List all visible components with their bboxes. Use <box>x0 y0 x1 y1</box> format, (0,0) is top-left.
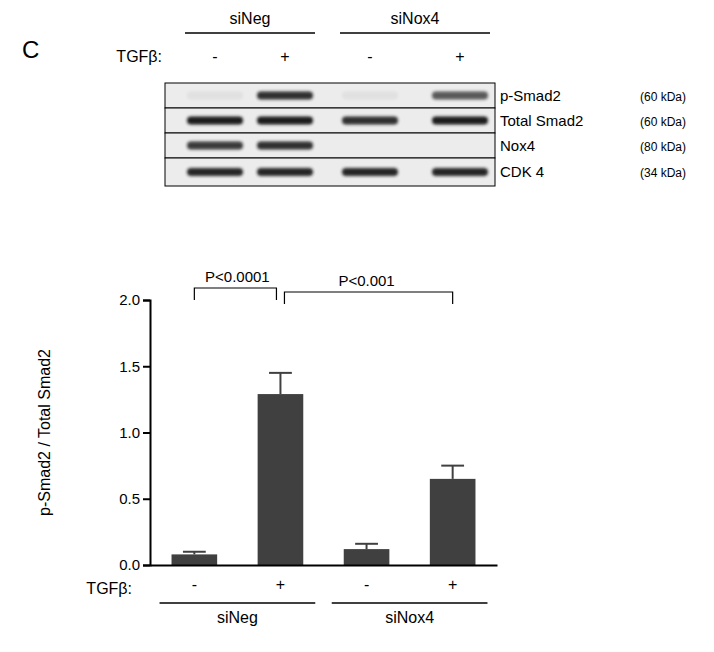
lane-label: - <box>212 48 217 65</box>
x-tick: - <box>192 565 197 593</box>
group-label: siNeg <box>230 10 271 27</box>
group-label: siNeg <box>217 609 258 626</box>
significance-bracket <box>284 292 452 304</box>
lane-label: + <box>280 48 289 65</box>
x-tick-label: + <box>448 576 457 593</box>
y-tick-mark <box>143 498 150 500</box>
error-cap <box>269 372 292 374</box>
error-cap <box>355 543 378 545</box>
band <box>432 92 488 100</box>
y-tick-label: 1.5 <box>119 358 140 375</box>
y-tick-mark <box>143 565 150 567</box>
band <box>187 168 243 176</box>
blot: siNeg siNox4 TGFβ: - + - + p-Smad2 (60 kDa) Total… <box>116 10 686 186</box>
y-tick: 1.5 <box>119 358 150 375</box>
row-size: (80 kDa) <box>640 140 686 154</box>
y-tick-label: 2.0 <box>119 291 140 308</box>
band <box>432 168 488 176</box>
significance-bracket <box>194 288 276 300</box>
error-stem <box>279 373 281 394</box>
band <box>257 168 313 176</box>
band <box>257 117 313 125</box>
x-tick-label: - <box>364 576 369 593</box>
blot-strip <box>165 158 495 186</box>
band <box>342 117 398 125</box>
row-label: Nox4 <box>500 137 535 154</box>
significance-label: P<0.0001 <box>205 268 270 285</box>
y-axis-title: p-Smad2 / Total Smad2 <box>36 349 53 516</box>
y-tick: 1.0 <box>119 424 150 441</box>
figure: CsiNeg siNox4 TGFβ: - + - + p-Smad2 (60 kDa) Tota… <box>0 0 714 652</box>
group-line <box>332 602 488 604</box>
error-cap <box>441 465 464 467</box>
panel-label: C <box>22 36 39 63</box>
row-size: (34 kDa) <box>640 166 686 180</box>
y-tick-label: 0.0 <box>119 556 140 573</box>
bar <box>344 549 390 565</box>
band <box>342 168 398 176</box>
group-line <box>185 32 315 34</box>
y-tick-label: 1.0 <box>119 424 140 441</box>
category-label: TGFβ: <box>86 580 132 597</box>
y-tick: 0.0 <box>119 556 150 573</box>
x-tick: - <box>364 565 369 593</box>
significance-label: P<0.001 <box>338 272 394 289</box>
bar <box>258 394 304 565</box>
lane-label: + <box>455 48 464 65</box>
plot-area <box>172 373 476 565</box>
y-tick-label: 0.5 <box>119 490 140 507</box>
y-tick-mark <box>143 300 150 302</box>
bar-chart: 0.0 0.5 1.0 1.5 2.0 - + - + TGFβ: siNeg siNox4 p-Sma… <box>36 268 498 626</box>
y-tick-mark <box>143 366 150 368</box>
band <box>342 92 398 100</box>
group-label: siNox4 <box>385 609 434 626</box>
row-label: p-Smad2 <box>500 87 561 104</box>
band <box>187 142 243 150</box>
lane-label: - <box>367 48 372 65</box>
error-bar <box>441 466 464 479</box>
band <box>257 142 313 150</box>
x-tick-label: - <box>192 576 197 593</box>
blot-strip <box>165 133 495 158</box>
bar <box>172 554 218 565</box>
band <box>187 117 243 125</box>
blot-strip <box>165 83 495 108</box>
group-line <box>340 32 490 34</box>
error-bar <box>269 373 292 394</box>
x-tick: + <box>448 565 457 593</box>
treatment-label: TGFβ: <box>116 48 162 65</box>
x-tick-label: + <box>276 576 285 593</box>
row-size: (60 kDa) <box>640 115 686 129</box>
band <box>187 92 243 100</box>
row-label: Total Smad2 <box>500 112 583 129</box>
y-tick-mark <box>143 432 150 434</box>
y-tick: 0.5 <box>119 490 150 507</box>
row-label: CDK 4 <box>500 163 544 180</box>
x-tick: + <box>276 565 285 593</box>
error-stem <box>452 466 454 479</box>
error-bar <box>355 544 378 549</box>
bar <box>430 479 476 565</box>
band <box>257 92 313 100</box>
y-tick: 2.0 <box>119 291 150 308</box>
y-axis-line <box>143 301 151 566</box>
group-line <box>160 602 316 604</box>
x-axis-line <box>151 565 498 567</box>
error-bar <box>183 552 206 555</box>
blot-strip <box>165 108 495 133</box>
error-cap <box>183 551 206 553</box>
group-label: siNox4 <box>391 10 440 27</box>
band <box>432 117 488 125</box>
y-axis: 0.0 0.5 1.0 1.5 2.0 <box>119 291 150 573</box>
x-axis: - + - + <box>151 565 498 593</box>
row-size: (60 kDa) <box>640 90 686 104</box>
